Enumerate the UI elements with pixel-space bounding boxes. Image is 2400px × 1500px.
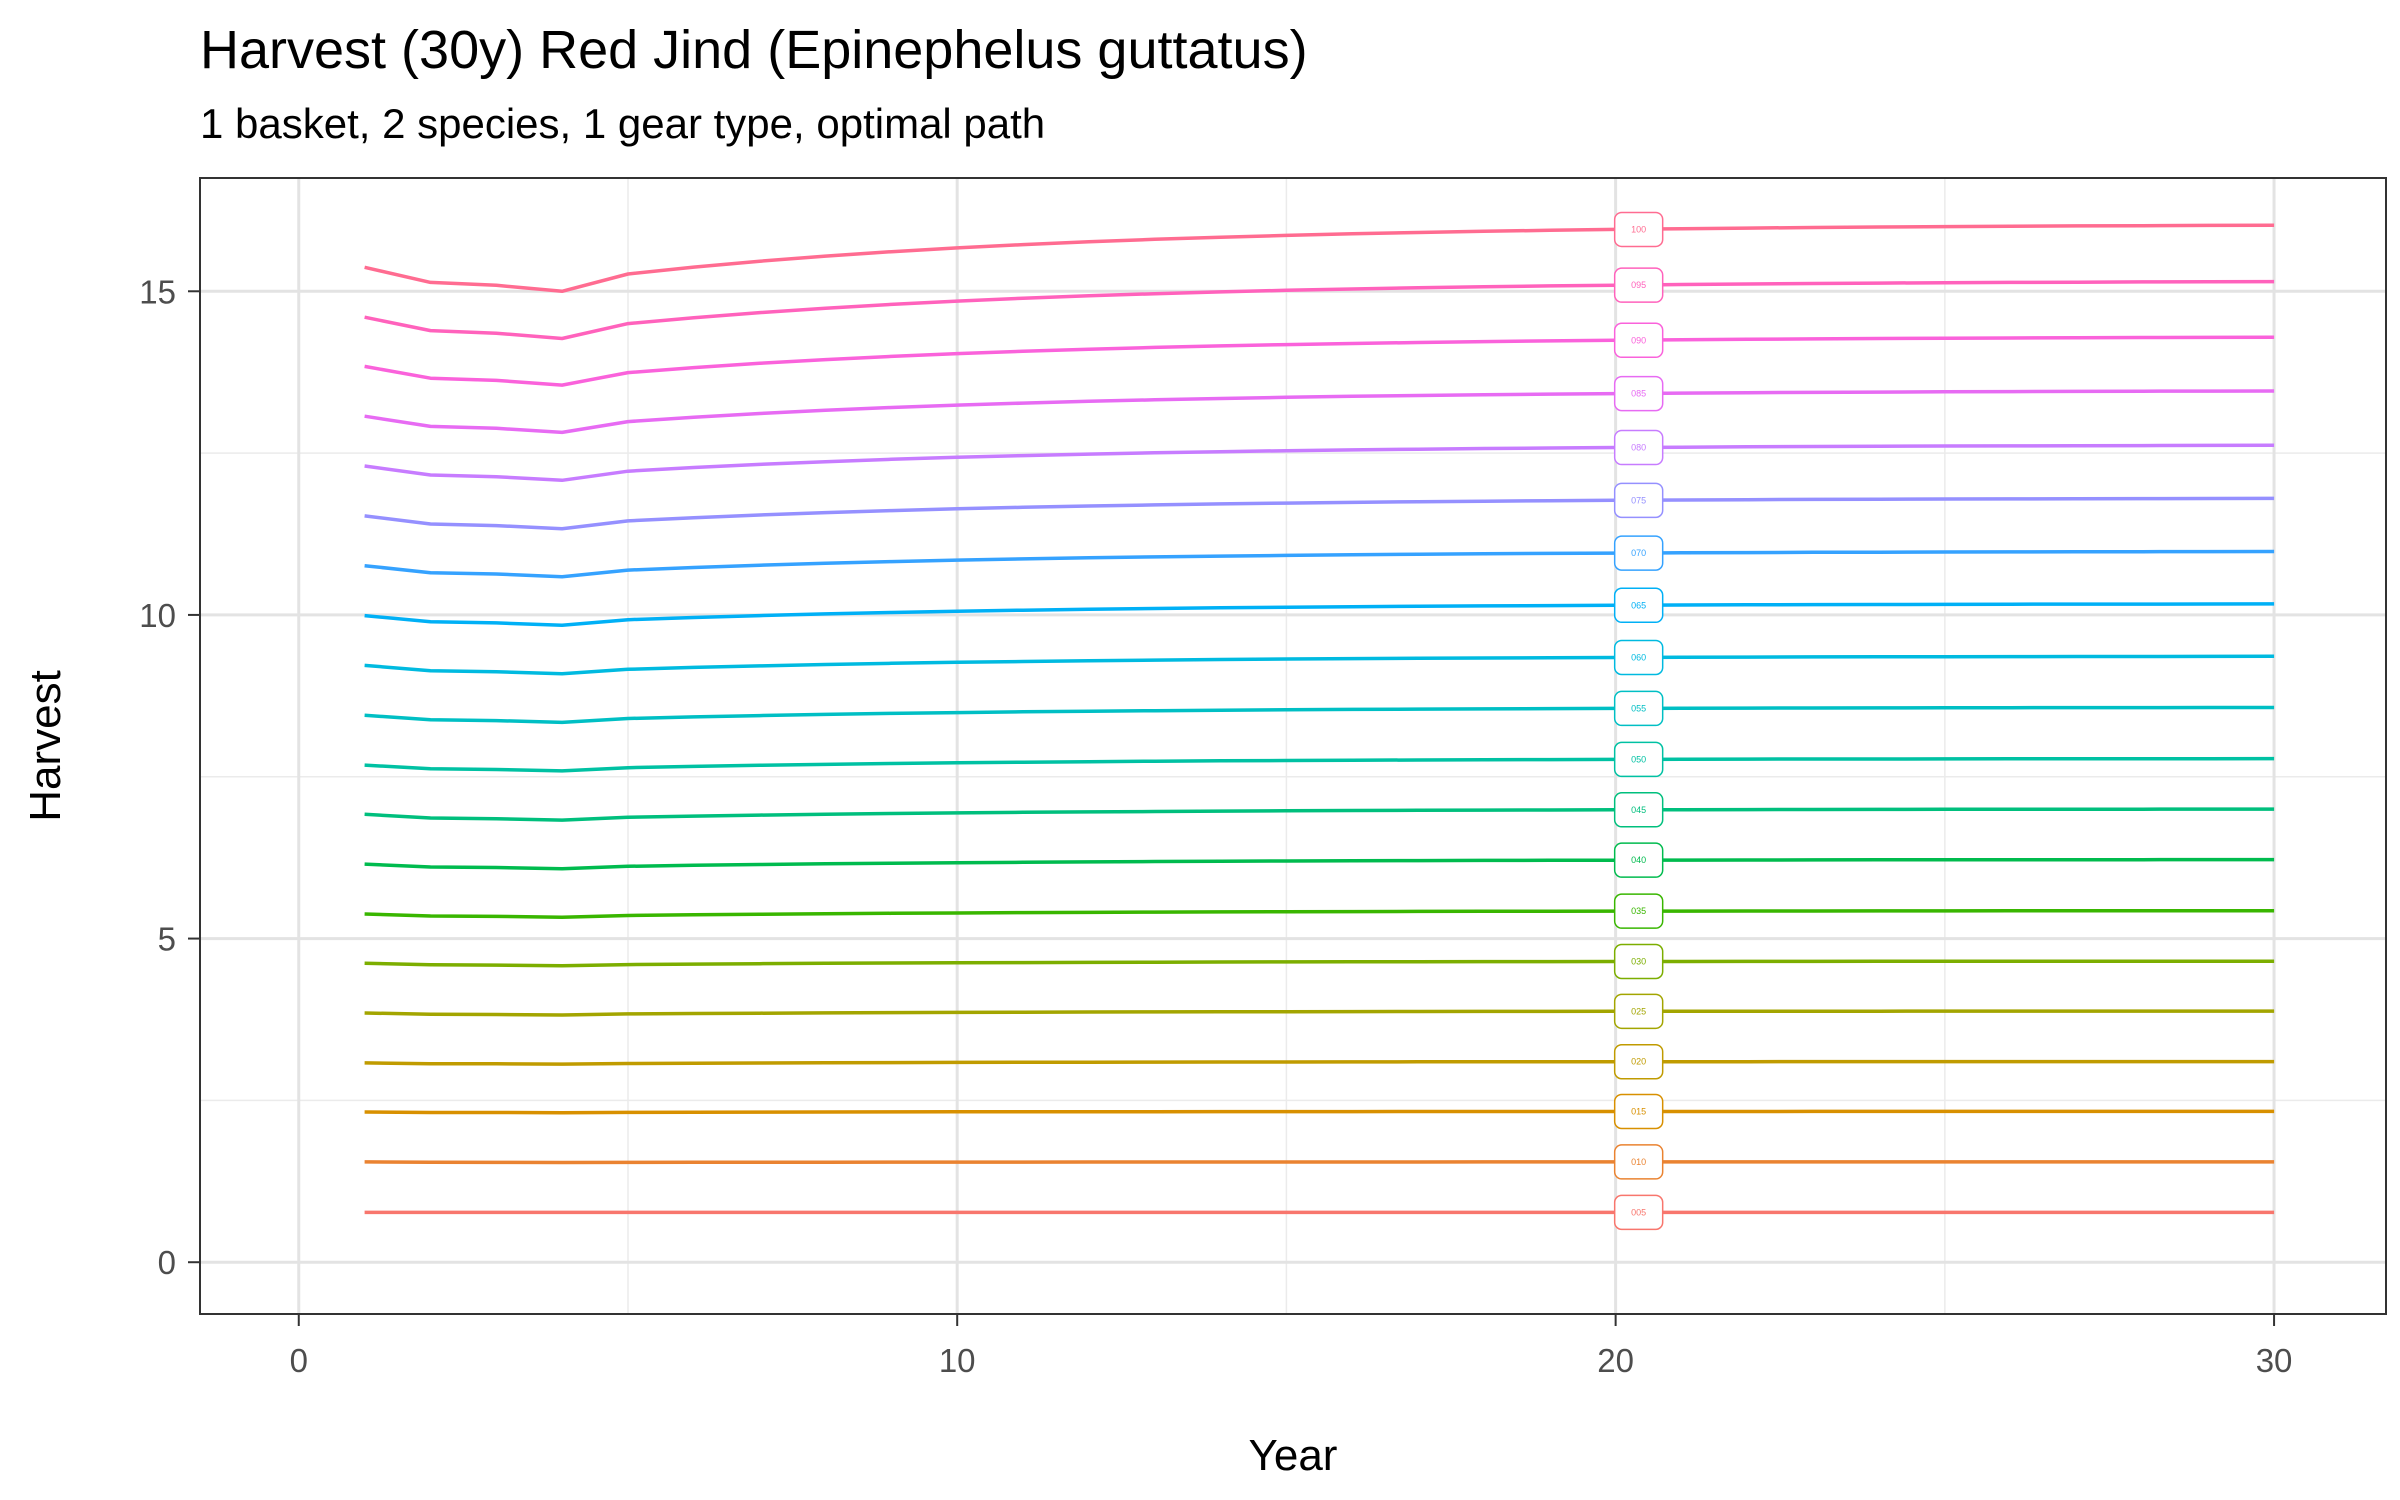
x-tick-label: 0 xyxy=(290,1342,308,1379)
plot-background xyxy=(200,178,2386,1314)
series-line-025 xyxy=(364,1009,2275,1017)
series-line-060 xyxy=(364,654,2275,676)
chart-title: Harvest (30y) Red Jind (Epinephelus gutt… xyxy=(200,20,1308,80)
series-label-box-100 xyxy=(1613,211,1664,248)
x-tick-label: 10 xyxy=(939,1342,976,1379)
x-axis-title: Year xyxy=(1249,1431,1338,1480)
y-axis-title: Harvest xyxy=(21,670,70,822)
y-tick-label: 5 xyxy=(158,921,176,958)
y-tick-label: 15 xyxy=(139,273,176,310)
series-line-030 xyxy=(364,959,2275,968)
series-lines xyxy=(364,223,2275,1215)
series-label-box-045 xyxy=(1613,792,1664,828)
series-line-035 xyxy=(364,908,2275,919)
series-line-085 xyxy=(364,389,2275,435)
series-label-045: 045 xyxy=(1631,805,1646,815)
series-line-095 xyxy=(364,279,2275,341)
x-tick-label: 30 xyxy=(2256,1342,2293,1379)
series-label-080: 080 xyxy=(1631,443,1646,453)
series-label-box-070 xyxy=(1613,535,1664,571)
y-axis-ticks: 0 5 10 15 xyxy=(139,273,200,1281)
series-label-035: 035 xyxy=(1631,906,1646,916)
x-tick-label: 20 xyxy=(1597,1342,1634,1379)
series-label-box-065 xyxy=(1613,587,1664,624)
series-label-box-025 xyxy=(1613,993,1664,1030)
series-label-box-085 xyxy=(1613,375,1664,412)
series-label-040: 040 xyxy=(1631,855,1646,865)
y-tick-label: 0 xyxy=(158,1244,176,1281)
series-line-090 xyxy=(364,335,2275,387)
series-label-055: 055 xyxy=(1631,703,1646,713)
series-labels: 005 010 015 020 025 030 035 040 045 050 055 060 065 0… xyxy=(1613,211,1664,1231)
series-label-box-055 xyxy=(1613,690,1664,727)
series-line-080 xyxy=(364,443,2275,483)
series-label-100: 100 xyxy=(1631,224,1646,234)
series-label-065: 065 xyxy=(1631,600,1646,610)
x-axis-ticks: 0 10 20 30 xyxy=(290,1314,2293,1379)
series-label-box-090 xyxy=(1613,322,1664,359)
series-line-065 xyxy=(364,602,2275,628)
series-label-box-035 xyxy=(1613,893,1664,929)
series-line-070 xyxy=(364,549,2275,579)
plot-border xyxy=(199,177,2387,1315)
series-label-box-010 xyxy=(1613,1144,1664,1180)
series-line-040 xyxy=(364,857,2275,871)
series-label-090: 090 xyxy=(1631,335,1646,345)
series-label-box-005 xyxy=(1613,1194,1664,1231)
series-label-095: 095 xyxy=(1631,280,1646,290)
series-label-060: 060 xyxy=(1631,652,1646,662)
series-label-050: 050 xyxy=(1631,754,1646,764)
series-label-box-030 xyxy=(1613,943,1664,980)
series-label-box-015 xyxy=(1613,1093,1664,1130)
series-line-020 xyxy=(364,1059,2275,1066)
series-label-025: 025 xyxy=(1631,1006,1646,1016)
series-label-box-020 xyxy=(1613,1043,1664,1080)
series-label-box-050 xyxy=(1613,741,1664,778)
series-label-015: 015 xyxy=(1631,1106,1646,1116)
y-tick-label: 10 xyxy=(139,597,176,634)
series-label-085: 085 xyxy=(1631,389,1646,399)
series-label-box-060 xyxy=(1613,639,1664,676)
series-label-box-080 xyxy=(1613,429,1664,466)
series-line-010 xyxy=(364,1160,2275,1165)
series-line-100 xyxy=(364,223,2275,294)
series-line-075 xyxy=(364,496,2275,531)
series-line-045 xyxy=(364,807,2275,822)
series-label-070: 070 xyxy=(1631,548,1646,558)
series-label-030: 030 xyxy=(1631,957,1646,967)
series-line-055 xyxy=(364,705,2275,725)
series-line-050 xyxy=(364,756,2275,773)
series-label-075: 075 xyxy=(1631,495,1646,505)
series-label-box-075 xyxy=(1613,482,1664,519)
series-line-015 xyxy=(364,1109,2275,1115)
minor-gridlines xyxy=(200,178,2386,1314)
series-label-010: 010 xyxy=(1631,1157,1646,1167)
series-label-020: 020 xyxy=(1631,1057,1646,1067)
series-label-005: 005 xyxy=(1631,1207,1646,1217)
chart-subtitle: 1 basket, 2 species, 1 gear type, optima… xyxy=(200,100,1045,147)
series-label-box-095 xyxy=(1613,267,1664,303)
series-label-box-040 xyxy=(1613,842,1664,878)
